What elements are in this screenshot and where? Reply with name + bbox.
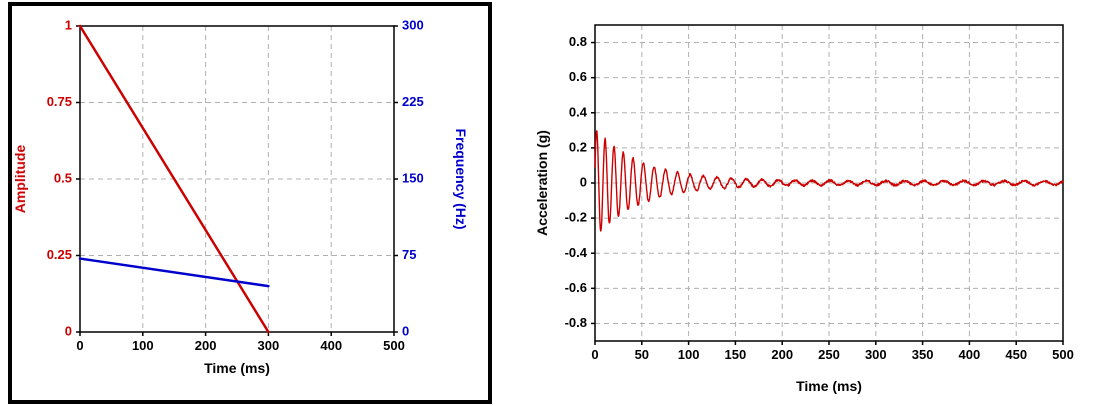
sweep-chart-panel: Amplitude Frequency (Hz) Time (ms) bbox=[8, 2, 492, 404]
acceleration-chart-canvas bbox=[528, 0, 1098, 406]
time-axis-title-right-chart: Time (ms) bbox=[796, 378, 862, 394]
time-axis-title-left-chart: Time (ms) bbox=[204, 360, 270, 376]
frequency-axis-title: Frequency (Hz) bbox=[453, 128, 469, 230]
acceleration-chart-panel: Acceleration (g) Time (ms) bbox=[528, 0, 1098, 406]
acceleration-axis-title: Acceleration (g) bbox=[534, 130, 550, 236]
amplitude-axis-title: Amplitude bbox=[12, 144, 28, 214]
sweep-chart-canvas bbox=[12, 6, 488, 400]
